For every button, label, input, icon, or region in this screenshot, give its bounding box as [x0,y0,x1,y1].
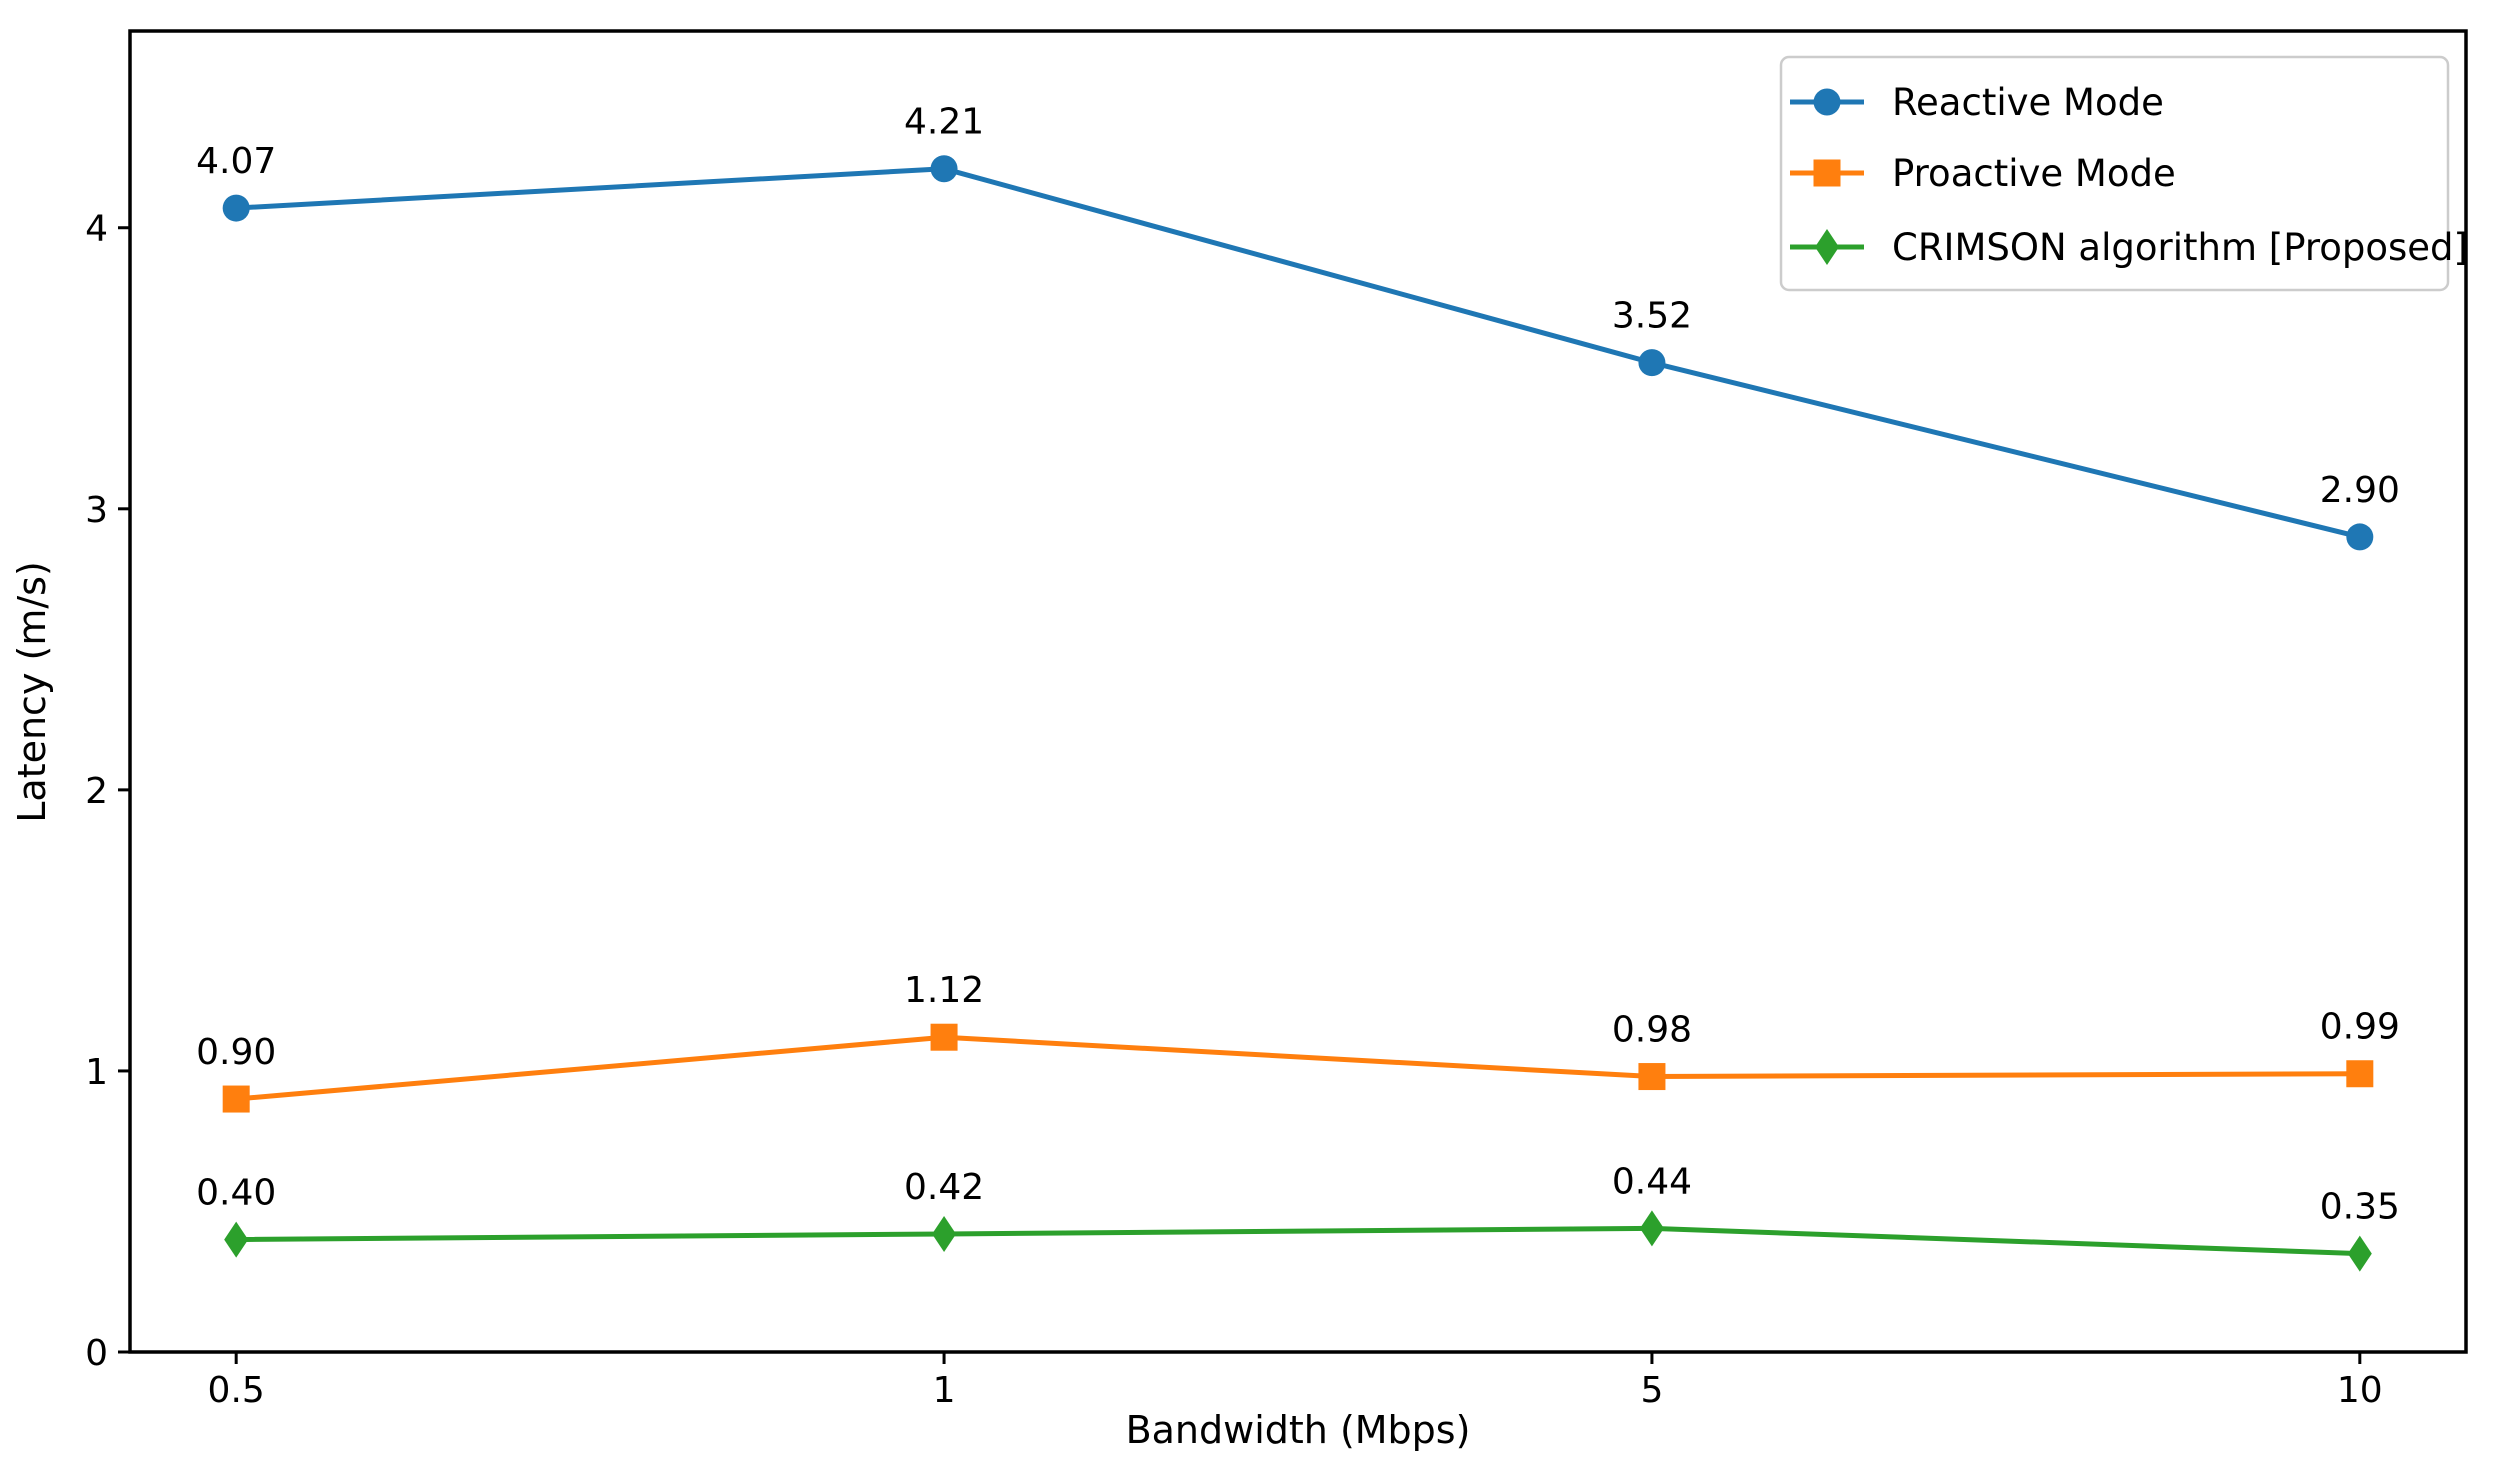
series-line [235,1034,2360,1102]
diamond-marker-icon [932,1215,957,1252]
data-point-label: 0.42 [904,1167,984,1208]
y-axis-label: Latency (m/s) [10,561,54,823]
diamond-marker-icon [1815,229,1839,265]
legend-box [1779,55,2450,292]
y-tick-label: 3 [85,490,108,531]
series-line [236,1225,2360,1257]
legend-label: Proactive Mode [1892,152,2176,195]
circle-marker-icon [930,155,958,183]
data-point-label: 1.12 [904,970,984,1011]
data-point-label: 0.98 [1612,1010,1692,1051]
y-tick-label: 2 [85,771,108,812]
circle-marker-icon [1638,349,1666,377]
axes-layer: 0 1 2 3 4 0.5 1 5 10 [85,209,2383,1411]
series-crimson-algorithm-proposed-: 0.40 0.42 0.44 0.35 [196,1161,2400,1272]
data-point-label: 4.07 [196,141,276,182]
y-tick-label: 0 [85,1333,108,1374]
series-reactive-mode: 4.07 4.21 3.52 2.90 [196,102,2400,551]
legend-item-proactive-mode: Proactive Mode [1790,152,2176,195]
legend-item-crimson-algorithm: CRIMSON algorithm [Proposed] [1790,226,2468,269]
data-point-label: 0.35 [2320,1187,2400,1228]
legend: Reactive Mode Proactive Mode CRIMSON alg… [1779,55,2468,292]
legend-label: CRIMSON algorithm [Proposed] [1892,226,2468,269]
circle-marker-icon [222,194,250,222]
diamond-marker-icon [2347,1235,2372,1272]
circle-marker-icon [2346,523,2374,551]
diamond-marker-icon [224,1221,249,1258]
data-point-label: 0.40 [196,1173,276,1214]
square-marker-icon [1813,159,1841,187]
data-point-label: 2.90 [2320,470,2400,511]
x-tick-label: 1 [933,1370,956,1411]
series-proactive-mode: 0.90 1.12 0.98 0.99 [196,970,2400,1113]
plot-area-frame [128,29,2468,1354]
square-marker-icon [2346,1060,2374,1088]
diamond-marker-icon [1639,1210,1664,1247]
square-marker-icon [930,1023,958,1051]
square-marker-icon [222,1085,250,1113]
data-point-label: 0.44 [1612,1161,1692,1202]
circle-marker-icon [1813,88,1841,116]
data-point-label: 3.52 [1612,296,1692,337]
x-tick-label: 5 [1640,1370,1663,1411]
legend-label: Reactive Mode [1892,81,2164,124]
x-tick-label: 0.5 [208,1370,265,1411]
series-line [236,166,2361,540]
x-axis-label: Bandwidth (Mbps) [1126,1408,1471,1452]
data-point-label: 0.90 [196,1032,276,1073]
square-marker-icon [1638,1063,1666,1091]
data-point-label: 4.21 [904,102,984,143]
data-point-label: 0.99 [2320,1007,2400,1048]
legend-item-reactive-mode: Reactive Mode [1790,81,2164,124]
series-layer: 4.07 4.21 3.52 2.90 0.90 1.12 0.98 0.99 0.40 0.42… [196,102,2400,1272]
x-tick-label: 10 [2337,1370,2383,1411]
y-tick-label: 1 [85,1052,108,1093]
y-tick-label: 4 [85,209,108,250]
